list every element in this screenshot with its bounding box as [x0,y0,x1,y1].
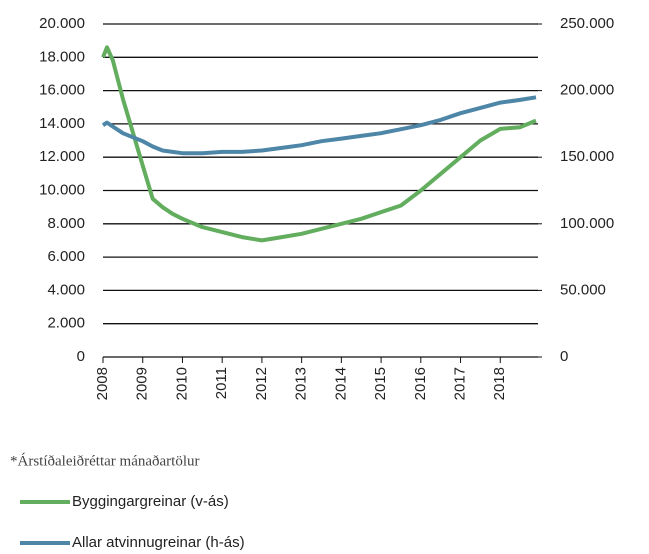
x-tick-label: 2008 [94,367,111,400]
y2-tick-label: 50.000 [560,281,606,298]
y-tick-label: 12.000 [39,148,85,165]
x-tick-label: 2011 [213,367,230,399]
y2-tick-label: 0 [560,348,568,365]
x-tick-label: 2015 [372,367,389,400]
y-tick-label: 8.000 [47,215,85,232]
y-tick-label: 16.000 [39,82,85,99]
x-tick-label: 2014 [332,367,349,400]
y-tick-label: 18.000 [39,48,85,65]
x-tick-label: 2018 [491,367,508,400]
x-tick-label: 2010 [173,367,190,400]
y-tick-label: 4.000 [47,281,85,298]
legend-label: Allar atvinnugreinar (h-ás) [72,534,245,551]
footnote: *Árstíðaleiðréttar mánaðartölur [10,452,200,469]
y2-tick-label: 250.000 [560,15,614,32]
y-tick-label: 0 [77,348,85,365]
y-tick-label: 10.000 [39,181,85,198]
x-tick-label: 2009 [134,367,151,400]
x-tick-label: 2017 [452,367,469,400]
x-tick-label: 2012 [253,367,270,400]
y2-tick-label: 100.000 [560,215,614,232]
y2-tick-label: 200.000 [560,82,614,99]
x-tick-label: 2013 [293,367,310,400]
series-line [101,45,537,243]
y-tick-label: 2.000 [47,315,85,332]
legend-label: Byggingargreinar (v-ás) [72,493,229,510]
y-tick-label: 6.000 [47,248,85,265]
y2-tick-label: 150.000 [560,148,614,165]
x-tick-label: 2016 [412,367,429,400]
series-line [101,95,537,156]
y-tick-label: 14.000 [39,115,85,132]
y-tick-label: 20.000 [39,15,85,32]
